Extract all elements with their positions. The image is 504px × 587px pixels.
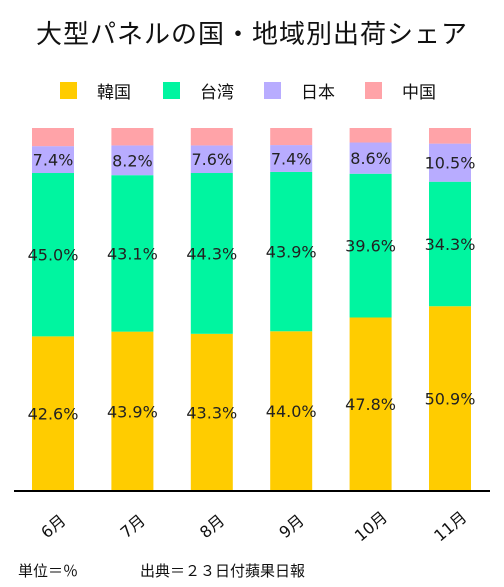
bar-taiwan-2 [111, 175, 154, 332]
value-label-korea-3: 43.3% [186, 403, 237, 422]
bar-taiwan-3 [190, 173, 233, 334]
value-label-korea-6: 50.9% [425, 390, 476, 409]
legend-label-taiwan: 台湾 [200, 83, 234, 103]
bar-japan-2 [111, 145, 154, 176]
legend-item-china: 中国 [365, 78, 436, 103]
value-label-korea-1: 42.6% [28, 405, 79, 424]
legend-item-korea: 韓国 [60, 78, 131, 103]
bar-korea-2 [111, 331, 154, 491]
value-label-taiwan-1: 45.0% [28, 246, 79, 265]
legend-label-japan: 日本 [301, 83, 335, 103]
legend-swatch-korea [60, 82, 77, 99]
x-tick-label-2: 7月 [117, 511, 149, 542]
legend-swatch-japan [264, 82, 281, 99]
unit-note: 単位＝％ [18, 562, 79, 580]
source-note: 出典＝２３日付蘋果日報 [140, 562, 306, 580]
legend: 韓国 台湾 日本 中国 [0, 78, 504, 104]
x-tick-label-1: 6月 [37, 511, 69, 542]
legend-item-japan: 日本 [264, 78, 335, 103]
bar-china-2 [111, 128, 154, 146]
bar-china-1 [32, 128, 74, 147]
bar-japan-3 [190, 145, 233, 174]
bar-china-4 [270, 128, 313, 146]
value-label-korea-2: 43.9% [107, 402, 158, 421]
chart-title: 大型パネルの国・地域別出荷シェア [35, 20, 468, 50]
value-label-japan-4: 7.4% [271, 149, 312, 168]
bar-japan-5 [349, 142, 392, 174]
value-label-japan-3: 7.6% [191, 150, 232, 169]
value-label-japan-2: 8.2% [112, 151, 153, 170]
bar-japan-4 [270, 145, 313, 172]
bar-taiwan-1 [32, 173, 74, 337]
legend-swatch-taiwan [163, 82, 180, 99]
bar-korea-6 [429, 306, 471, 491]
bar-china-5 [349, 128, 392, 143]
value-label-taiwan-4: 43.9% [266, 243, 317, 262]
bar-china-6 [429, 128, 471, 144]
x-tick-label-3: 8月 [196, 511, 228, 542]
bar-japan-6 [429, 143, 471, 182]
bar-korea-5 [349, 317, 392, 491]
bar-taiwan-5 [349, 173, 392, 318]
x-tick-label-5: 10月 [351, 507, 391, 545]
bar-taiwan-6 [429, 181, 471, 307]
value-label-taiwan-5: 39.6% [345, 237, 396, 256]
value-label-japan-6: 10.5% [425, 154, 476, 173]
x-tick-label-4: 9月 [275, 511, 307, 542]
legend-label-china: 中国 [402, 83, 436, 103]
value-label-taiwan-6: 34.3% [425, 235, 476, 254]
x-tick-label-6: 11月 [430, 507, 470, 545]
bar-korea-4 [270, 331, 313, 491]
value-label-japan-5: 8.6% [350, 149, 391, 168]
legend-swatch-china [365, 82, 382, 99]
bar-china-3 [190, 128, 233, 146]
value-label-taiwan-3: 44.3% [186, 244, 237, 263]
bar-korea-1 [32, 336, 74, 491]
value-label-taiwan-2: 43.1% [107, 244, 158, 263]
value-label-japan-1: 7.4% [33, 151, 74, 170]
bar-korea-3 [190, 333, 233, 491]
legend-item-taiwan: 台湾 [163, 78, 234, 103]
bar-taiwan-4 [270, 171, 313, 332]
bar-japan-1 [32, 146, 74, 174]
legend-label-korea: 韓国 [97, 83, 131, 103]
value-label-korea-4: 44.0% [266, 402, 317, 421]
value-label-korea-5: 47.8% [345, 395, 396, 414]
